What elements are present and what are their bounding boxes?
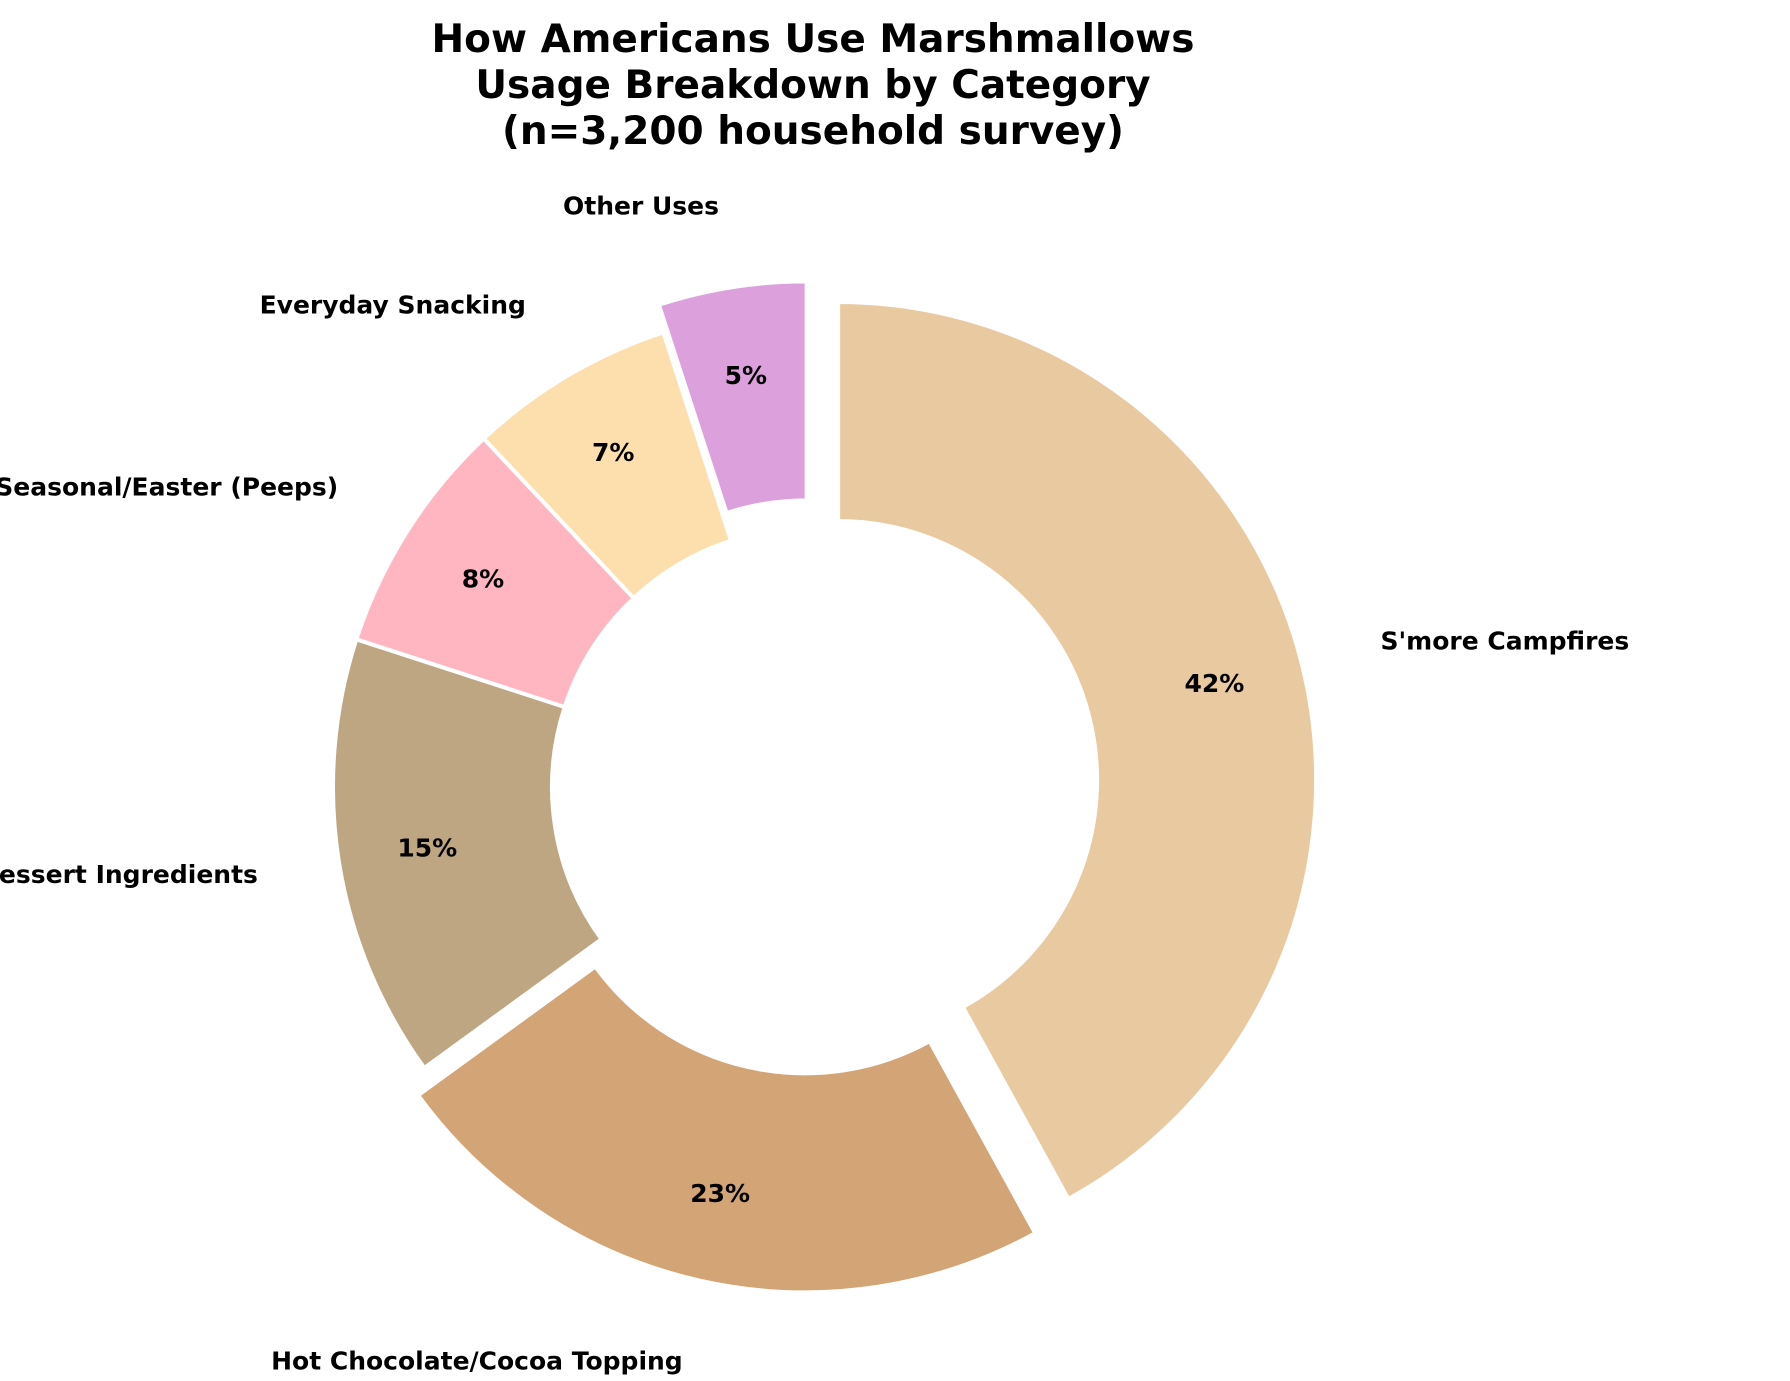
category-labels: S'more Campfires Hot Chocolate/Cocoa Topp…	[0, 192, 1629, 1376]
slice-everyday-snacking	[480, 329, 734, 602]
chart-title-line-2: Usage Breakdown by Category	[475, 63, 1150, 108]
pct-label-other-uses: 5%	[725, 361, 767, 390]
category-label-other-uses: Other Uses	[563, 192, 719, 221]
category-label-hot-chocolate-cocoa-topping: Hot Chocolate/Cocoa Topping	[271, 1346, 683, 1375]
pct-label-everyday-snacking: 7%	[592, 438, 634, 467]
slice-s-more-campfires	[836, 300, 1319, 1202]
pct-label-hot-chocolate-cocoa-topping: 23%	[690, 1179, 750, 1208]
category-label-seasonal-easter-peeps: Seasonal/Easter (Peeps)	[0, 472, 338, 501]
chart-title: How Americans Use Marshmallows Usage Bre…	[432, 17, 1195, 154]
chart-title-line-1: How Americans Use Marshmallows	[432, 17, 1195, 62]
chart-title-line-3: (n=3,200 household survey)	[502, 109, 1124, 154]
category-label-s-more-campfires: S'more Campfires	[1381, 626, 1630, 655]
slice-hot-chocolate-cocoa-topping	[415, 963, 1038, 1295]
pct-label-seasonal-easter-peeps: 8%	[462, 564, 504, 593]
pct-label-bakery-dessert-ingredients: 15%	[397, 833, 457, 862]
slice-other-uses	[656, 279, 809, 516]
slice-bakery-dessert-ingredients	[331, 636, 605, 1071]
donut-slices	[331, 279, 1319, 1295]
category-label-bakery-dessert-ingredients: Bakery/Dessert Ingredients	[0, 860, 258, 889]
category-label-everyday-snacking: Everyday Snacking	[260, 290, 526, 319]
pct-label-s-more-campfires: 42%	[1184, 669, 1244, 698]
percentage-labels: 42% 23% 15% 8% 7% 5%	[397, 361, 1244, 1208]
